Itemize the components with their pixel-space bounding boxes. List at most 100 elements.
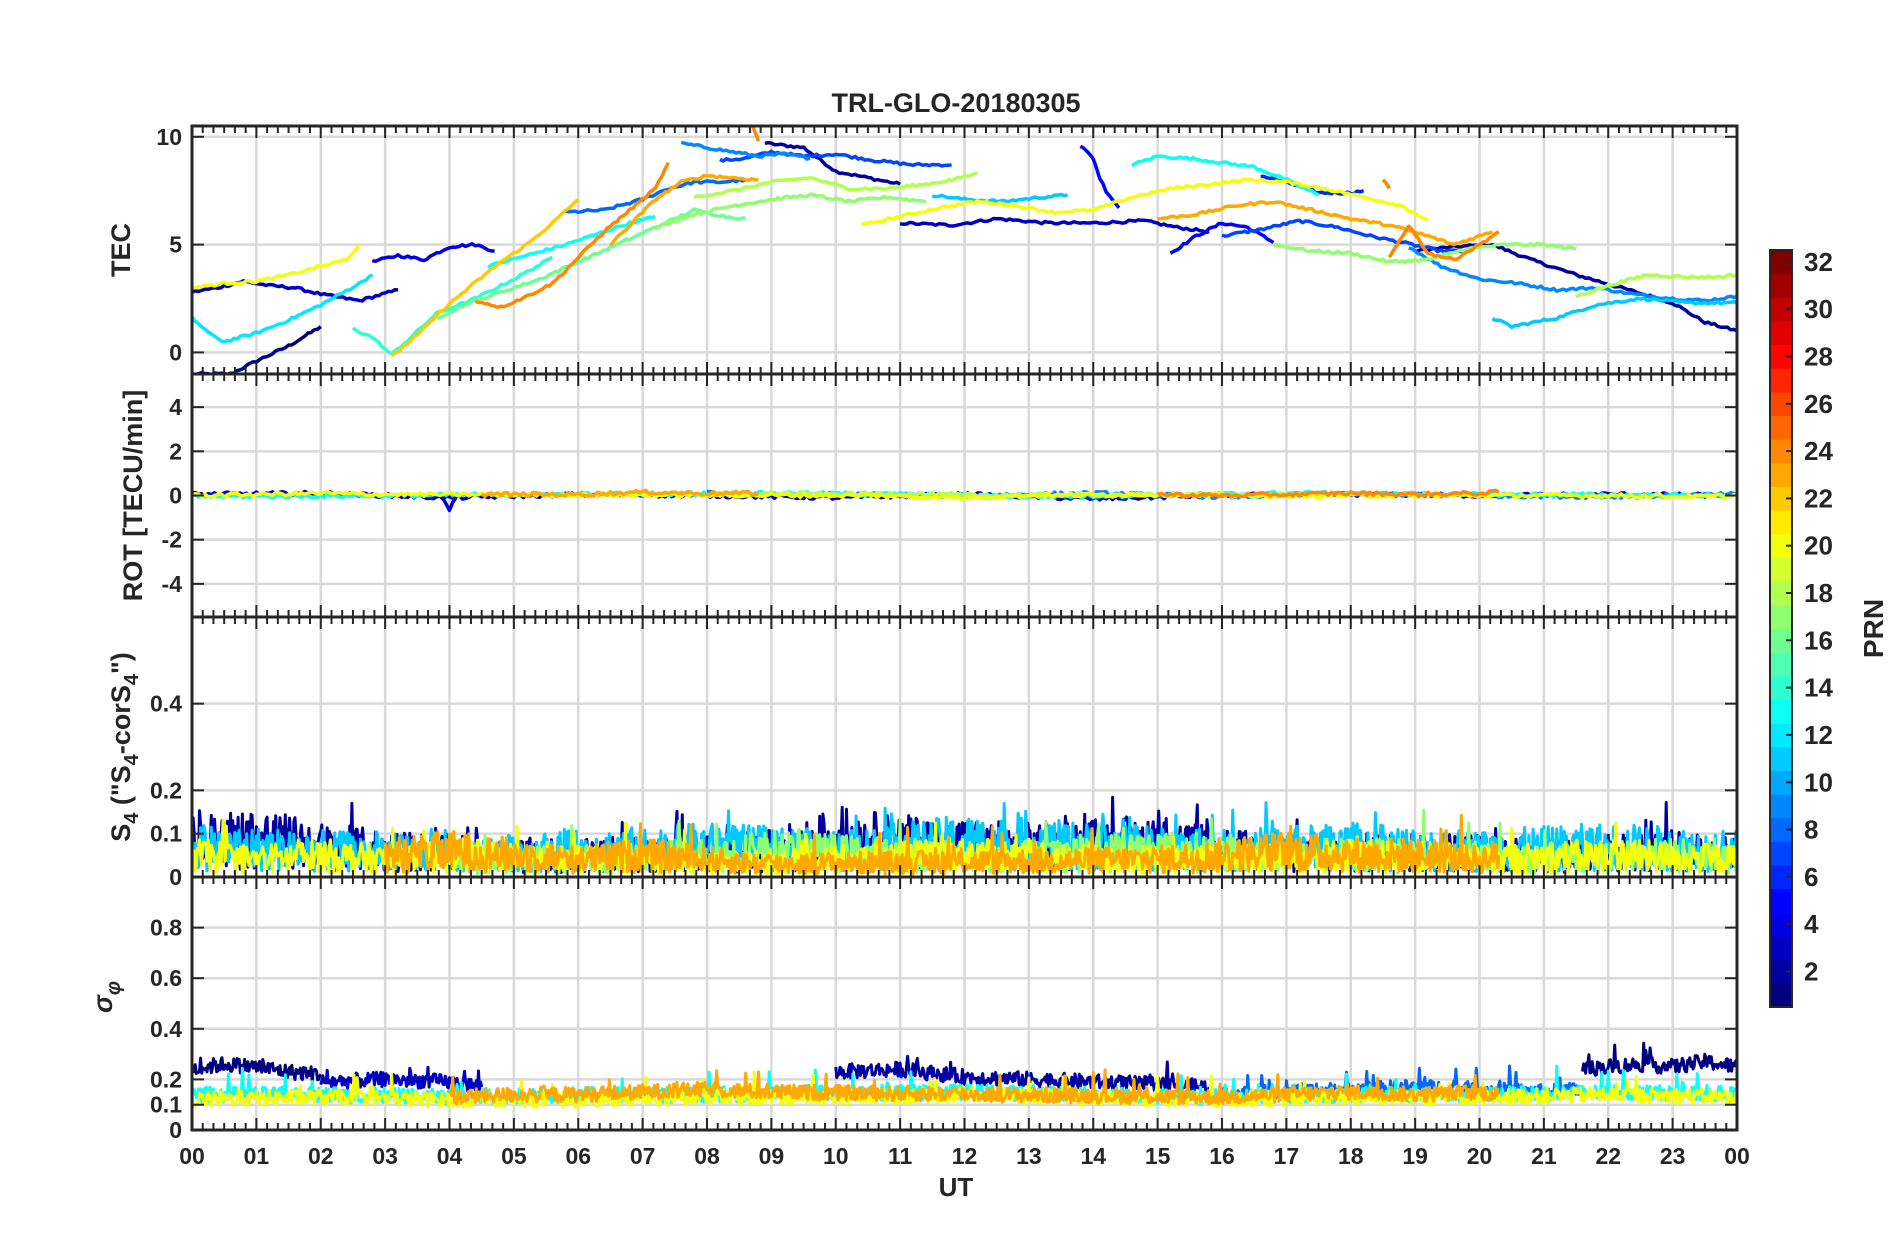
- series-line-tec-25: [192, 243, 361, 290]
- series-line-sigma_phi-0: [192, 1056, 323, 1083]
- y-axis-label-tec: TEC: [106, 223, 136, 277]
- x-tick-label: 00: [1724, 1143, 1750, 1169]
- x-tick-label: 18: [1338, 1143, 1364, 1169]
- x-tick-label: 03: [372, 1143, 398, 1169]
- series-sigma_phi: [192, 1041, 1737, 1109]
- x-tick-label: 11: [888, 1143, 913, 1169]
- x-tick-label: 16: [1209, 1143, 1235, 1169]
- x-tick-label: 05: [501, 1143, 527, 1169]
- colorbar-band: [1770, 510, 1792, 535]
- colorbar-band: [1770, 439, 1792, 464]
- x-tick-label: 09: [759, 1143, 785, 1169]
- series-line-tec-9: [719, 149, 952, 168]
- y-tick-label-s4: 0: [169, 864, 182, 890]
- x-axis-label: UT: [939, 1172, 974, 1202]
- x-tick-label: 14: [1080, 1143, 1106, 1169]
- x-tick-label: 01: [244, 1143, 270, 1169]
- series-line-rot-5: [192, 490, 1737, 501]
- colorbar-tick-label: 14: [1804, 673, 1833, 703]
- colorbar-tick-label: 22: [1804, 483, 1833, 513]
- colorbar-tick-label: 32: [1804, 247, 1833, 277]
- x-tick-label: 02: [308, 1143, 334, 1169]
- series-line-tec-30: [474, 161, 670, 310]
- colorbar-tick-label: 10: [1804, 767, 1833, 797]
- series-line-sigma_phi-1: [319, 1065, 484, 1093]
- x-tick-label: 17: [1274, 1143, 1300, 1169]
- colorbar-tick-label: 18: [1804, 578, 1833, 608]
- series-line-tec-6: [1079, 144, 1121, 209]
- colorbar-band: [1770, 462, 1792, 488]
- x-tick-label: 12: [952, 1143, 978, 1169]
- x-tick-label: 07: [630, 1143, 656, 1169]
- panel-sigma_phi: 00.10.2 0.4 0.6 0.8 σφ 00 01 02 03 04 05 06 07 08 09 10…: [88, 875, 1750, 1169]
- x-tick-label: 08: [694, 1143, 720, 1169]
- series-tec: [192, 126, 1737, 374]
- series-line-sigma_phi-3: [1581, 1041, 1737, 1077]
- y-tick-label-sigma_phi: 0.8: [150, 915, 182, 941]
- colorbar-band: [1770, 297, 1792, 322]
- x-tick-label: 15: [1145, 1143, 1171, 1169]
- colorbar-tick-label: 8: [1804, 815, 1818, 845]
- y-axis-label-sigma_phi: σφ: [88, 981, 125, 1013]
- colorbar-band: [1770, 628, 1792, 653]
- y-tick-label-rot: 0: [169, 483, 182, 509]
- series-line-tec-2: [1414, 242, 1737, 333]
- colorbar-band: [1770, 888, 1792, 913]
- y-tick-label-s4: 0.1: [150, 821, 182, 847]
- y-tick-label-rot: -2: [162, 527, 182, 553]
- colorbar-tick-label: 26: [1804, 389, 1833, 419]
- colorbar-band: [1770, 391, 1792, 417]
- colorbar-tick-label: 16: [1804, 625, 1833, 655]
- series-line-sigma_phi-2: [834, 1054, 1211, 1095]
- series-line-tec-31: [750, 126, 761, 142]
- series-line-tec-27: [390, 197, 580, 357]
- series-line-tec-18: [1130, 154, 1320, 197]
- x-tick-label: 19: [1402, 1143, 1428, 1169]
- ticks-sigma_phi: [191, 877, 1738, 1131]
- x-tick-label: 10: [823, 1143, 849, 1169]
- series-line-tec-22: [1273, 241, 1577, 265]
- y-tick-label-rot: 4: [169, 394, 182, 420]
- y-tick-label-sigma_phi: 0.4: [150, 1016, 182, 1042]
- chart-title: TRL-GLO-20180305: [831, 88, 1080, 118]
- colorbar-band: [1770, 841, 1792, 866]
- panel-tec: 0 5 10 TEC: [106, 124, 1739, 376]
- series-line-sigma_phi-7: [448, 1068, 1501, 1106]
- colorbar-frame: [1769, 249, 1793, 1008]
- colorbar-band: [1770, 699, 1792, 724]
- series-line-tec-23: [693, 171, 978, 200]
- series-line-tec-17: [487, 214, 656, 269]
- series-line-tec-32: [1381, 178, 1391, 190]
- x-tick-label: 21: [1531, 1143, 1557, 1169]
- series-line-tec-5: [372, 242, 495, 263]
- series-line-tec-3: [192, 279, 399, 303]
- y-tick-label-s4: 0.4: [150, 691, 182, 717]
- series-line-tec-19: [351, 255, 554, 356]
- series-line-tec-14: [931, 192, 1068, 204]
- y-tick-label-tec: 0: [169, 339, 182, 365]
- series-line-s4-4: [383, 813, 1501, 876]
- y-axis-label-rot: ROT [TECU/min]: [118, 390, 148, 601]
- colorbar-band: [1770, 794, 1792, 819]
- series-line-tec-16: [192, 273, 374, 344]
- panel-s4: 0 0.1 0.2 0.4 S4 ("S4-corS4"): [106, 615, 1739, 890]
- colorbar-band: [1770, 652, 1792, 677]
- y-tick-label-rot: -4: [162, 571, 183, 597]
- series-line-tec-26: [860, 177, 1430, 227]
- colorbar-band: [1770, 604, 1792, 629]
- colorbar-band: [1770, 486, 1792, 511]
- panel-rot: -4 -2 0 2 4 ROT [TECU/min]: [118, 372, 1739, 619]
- series-rot: [192, 488, 1737, 513]
- y-tick-label-sigma_phi: 0: [169, 1117, 182, 1143]
- x-tick-label: 00: [179, 1143, 205, 1169]
- colorbar-tick-label: 28: [1804, 341, 1833, 371]
- y-tick-label-sigma_phi: 0.1: [150, 1092, 182, 1118]
- colorbar-label: PRN: [1858, 599, 1889, 658]
- colorbar-tick-label: 24: [1804, 436, 1833, 466]
- y-tick-label-rot: 2: [169, 438, 182, 464]
- series-line-tec-12: [680, 140, 811, 161]
- colorbar-band: [1770, 415, 1792, 440]
- colorbar-tick-label: 2: [1804, 957, 1818, 987]
